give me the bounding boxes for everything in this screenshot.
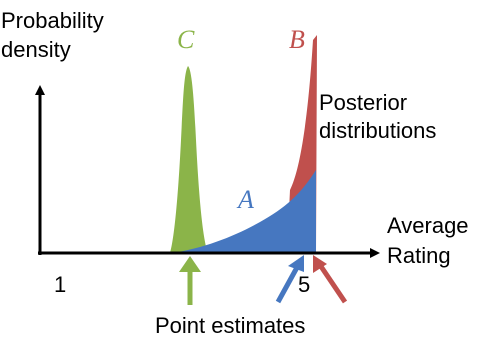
tick-label-1: 1	[54, 272, 66, 297]
x-axis-label-line2: Rating	[387, 243, 451, 268]
distribution-c-label: C	[177, 25, 195, 54]
distribution-a-label: A	[236, 185, 254, 214]
distribution-b-label: B	[289, 25, 305, 54]
y-axis-label-line1: Probability	[1, 8, 104, 33]
point-estimate-arrow-c	[179, 256, 201, 305]
point-estimate-arrow-b	[313, 255, 348, 304]
y-axis-label-line2: density	[1, 37, 71, 62]
distribution-c-shape	[170, 66, 208, 253]
point-estimates-label: Point estimates	[155, 313, 305, 337]
x-axis-label-line1: Average	[387, 213, 469, 238]
tick-label-5: 5	[298, 272, 310, 297]
point-estimate-arrow-a	[275, 255, 304, 304]
distribution-a-shape	[172, 170, 316, 253]
posterior-label-line2: distributions	[319, 118, 436, 143]
posterior-label-line1: Posterior	[319, 90, 407, 115]
